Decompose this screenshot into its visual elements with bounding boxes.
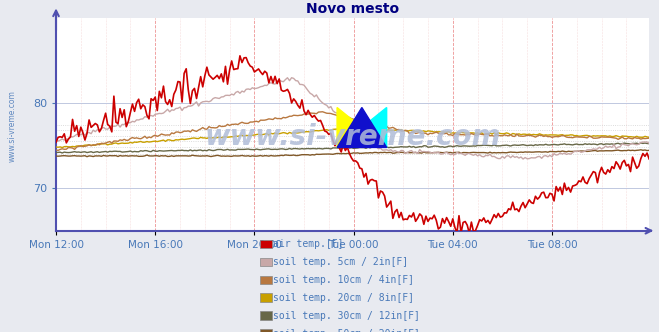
Text: www.si-vreme.com: www.si-vreme.com (204, 123, 501, 151)
Text: www.si-vreme.com: www.si-vreme.com (8, 90, 17, 162)
Polygon shape (362, 108, 387, 147)
Text: soil temp. 5cm / 2in[F]: soil temp. 5cm / 2in[F] (273, 257, 409, 267)
Polygon shape (337, 108, 362, 147)
Title: Novo mesto: Novo mesto (306, 2, 399, 16)
Text: soil temp. 50cm / 20in[F]: soil temp. 50cm / 20in[F] (273, 329, 420, 332)
Text: soil temp. 10cm / 4in[F]: soil temp. 10cm / 4in[F] (273, 275, 415, 285)
Text: soil temp. 20cm / 8in[F]: soil temp. 20cm / 8in[F] (273, 293, 415, 303)
Text: air temp.[F]: air temp.[F] (273, 239, 344, 249)
Polygon shape (337, 108, 387, 147)
Text: soil temp. 30cm / 12in[F]: soil temp. 30cm / 12in[F] (273, 311, 420, 321)
